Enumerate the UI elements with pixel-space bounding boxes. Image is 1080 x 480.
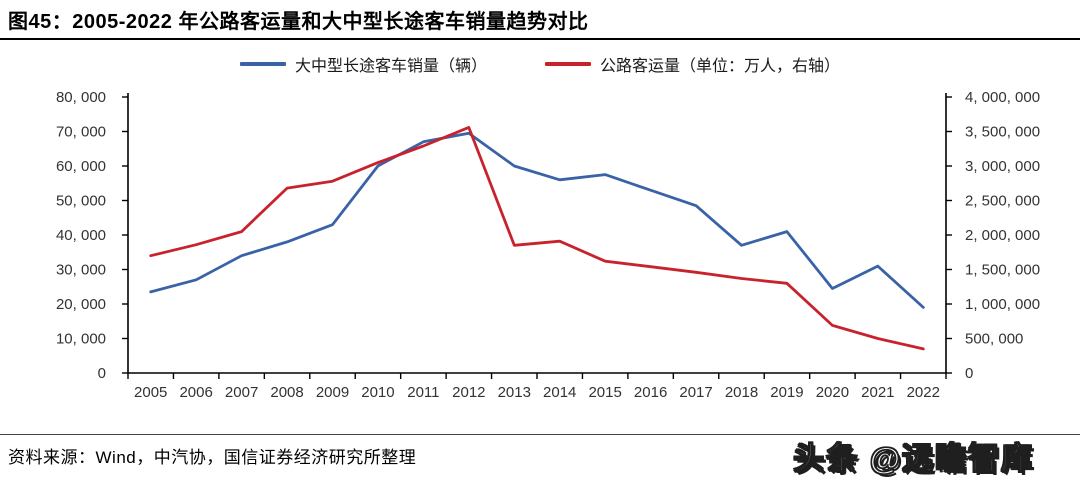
y-right-tick-label: 1, 000, 000 [965, 296, 1040, 313]
x-tick-label: 2006 [179, 384, 212, 401]
y-right-tick-label: 2, 000, 000 [965, 227, 1040, 244]
source-note: 资料来源：Wind，中汽协，国信证券经济研究所整理 [8, 448, 417, 467]
y-right-tick-label: 0 [965, 365, 973, 382]
x-tick-label: 2005 [134, 384, 167, 401]
x-tick-label: 2015 [588, 384, 621, 401]
page-title: 图45：2005-2022 年公路客运量和大中型长途客车销量趋势对比 [8, 11, 589, 33]
y-left-tick-label: 30, 000 [56, 262, 106, 279]
x-tick-label: 2008 [270, 384, 303, 401]
x-tick-label: 2010 [361, 384, 394, 401]
legend-item-passenger-volume: 公路客运量（单位：万人，右轴） [545, 52, 840, 76]
y-left-tick-label: 10, 000 [56, 331, 106, 348]
x-tick-label: 2007 [225, 384, 258, 401]
x-tick-label: 2020 [816, 384, 849, 401]
x-tick-label: 2022 [907, 384, 940, 401]
x-tick-label: 2018 [725, 384, 758, 401]
y-right-tick-label: 3, 000, 000 [965, 158, 1040, 175]
y-right-tick-label: 500, 000 [965, 331, 1023, 348]
watermark: 头条 @远瞻智库 [793, 440, 1034, 476]
series-line-passenger-volume [149, 126, 925, 351]
y-right-tick-label: 3, 500, 000 [965, 124, 1040, 141]
y-right-tick-label: 4, 000, 000 [965, 89, 1040, 106]
footer-divider [0, 434, 1080, 435]
legend-label-passenger-volume: 公路客运量（单位：万人，右轴） [600, 58, 841, 75]
x-tick-label: 2013 [498, 384, 531, 401]
y-left-tick-label: 0 [98, 365, 106, 382]
legend-item-bus-sales: 大中型长途客车销量（辆） [239, 52, 487, 76]
x-tick-label: 2011 [407, 384, 439, 401]
line-chart: 0 10, 000 20, 000 30, 000 40, 000 50, 000 60, … [56, 89, 1040, 401]
y-right-tick-label: 1, 500, 000 [965, 262, 1040, 279]
x-tick-label: 2012 [452, 384, 485, 401]
chart-legend: 大中型长途客车销量（辆） 公路客运量（单位：万人，右轴） [0, 52, 1080, 76]
x-tick-label: 2019 [770, 384, 803, 401]
y-left-tick-label: 80, 000 [56, 89, 106, 106]
y-right-tick-label: 2, 500, 000 [965, 193, 1040, 210]
title-divider [0, 38, 1080, 40]
y-left-tick-label: 40, 000 [56, 227, 106, 244]
x-tick-label: 2017 [679, 384, 712, 401]
legend-line-swatch-blue [239, 62, 286, 66]
x-tick-label: 2016 [634, 384, 667, 401]
x-tick-label: 2014 [543, 384, 576, 401]
legend-line-swatch-red [545, 62, 591, 66]
y-left-tick-label: 50, 000 [56, 193, 106, 210]
legend-label-bus-sales: 大中型长途客车销量（辆） [294, 58, 487, 75]
y-left-tick-label: 70, 000 [56, 124, 106, 141]
y-left-tick-label: 60, 000 [56, 158, 106, 175]
x-tick-label: 2009 [316, 384, 349, 401]
x-tick-label: 2021 [861, 384, 894, 401]
y-left-tick-label: 20, 000 [56, 296, 106, 313]
series-line-bus-sales [149, 131, 925, 309]
